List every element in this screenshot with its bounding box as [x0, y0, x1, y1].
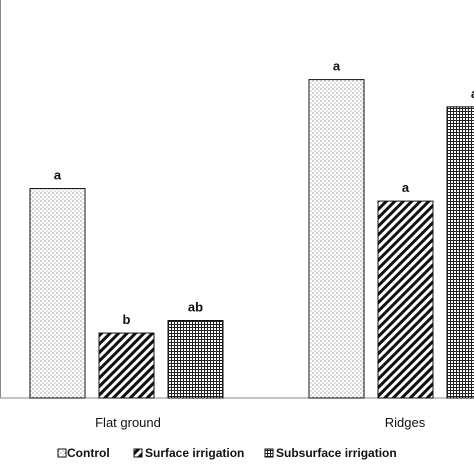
data-label-ridges-surface-irrigation: a [402, 180, 410, 195]
data-label-flat-ground-surface-irrigation: b [123, 312, 131, 327]
bars-layer: ababaaa [29, 59, 474, 399]
category-label-flat-ground: Flat ground [95, 415, 161, 430]
category-label-ridges: Ridges [385, 415, 426, 430]
data-label-ridges-control: a [333, 59, 341, 74]
bar-ridges-surface-irrigation [377, 200, 434, 399]
legend-label-subsurface-irrigation: Subsurface irrigation [276, 446, 397, 460]
legend: Control Surface irrigation Subsurface ir… [57, 446, 397, 460]
bar-ridges-control [308, 79, 365, 399]
bar-flat-ground-surface-irrigation [98, 332, 155, 399]
data-label-ridges-subsurface-irrigation: a [471, 86, 474, 101]
legend-swatch-subsurface-irrigation [264, 448, 274, 458]
data-label-flat-ground-subsurface-irrigation: ab [188, 299, 203, 314]
data-label-flat-ground-control: a [54, 168, 62, 183]
legend-label-surface-irrigation: Surface irrigation [145, 446, 244, 460]
bar-flat-ground-control [29, 188, 86, 399]
bar-ridges-subsurface-irrigation [446, 106, 474, 399]
legend-swatch-control [57, 448, 67, 458]
legend-label-control: Control [67, 446, 110, 460]
bar-flat-ground-subsurface-irrigation [167, 319, 224, 399]
legend-swatch-surface-irrigation [133, 448, 143, 458]
